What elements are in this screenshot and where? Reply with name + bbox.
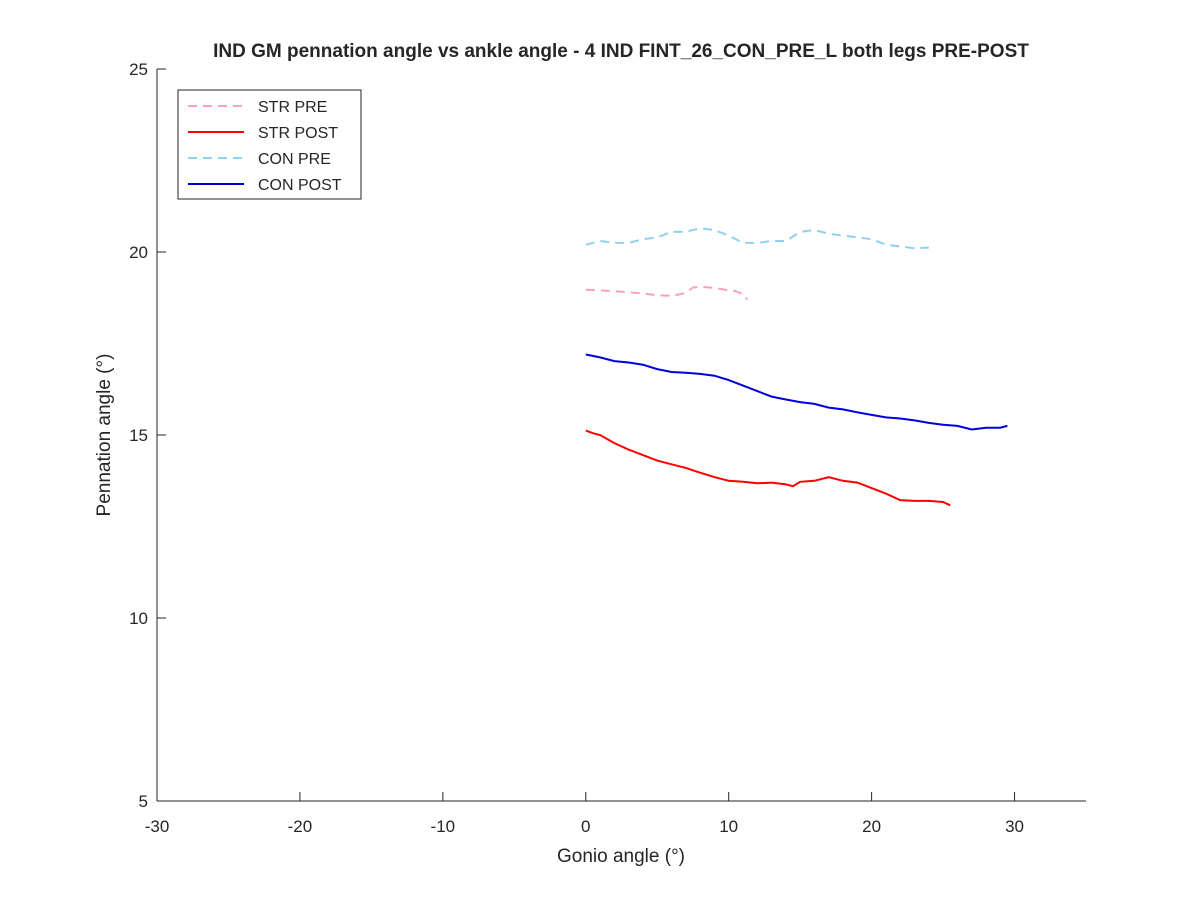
x-tick-label: 30 bbox=[1005, 817, 1024, 836]
series-line-str-pre bbox=[585, 285, 749, 301]
x-tick-label: -30 bbox=[145, 817, 170, 836]
y-tick-label: 15 bbox=[129, 426, 148, 445]
series-group bbox=[585, 227, 1008, 507]
plot-area: -30 -20 -10 0 10 20 30 5 10 15 20 25 bbox=[129, 60, 1086, 836]
legend-label: CON POST bbox=[258, 177, 342, 194]
x-axis-label: Gonio angle (°) bbox=[557, 846, 685, 867]
x-tick-label: 20 bbox=[862, 817, 881, 836]
legend: STR PRE STR POST CON PRE CON POST bbox=[177, 89, 362, 200]
x-tick-label: 10 bbox=[719, 817, 738, 836]
x-tick-label: -20 bbox=[288, 817, 313, 836]
y-axis-label: Pennation angle (°) bbox=[94, 354, 115, 517]
legend-label: CON PRE bbox=[258, 151, 331, 168]
y-tick-label: 10 bbox=[129, 609, 148, 628]
legend-box bbox=[177, 89, 362, 200]
series-line-str-post bbox=[585, 429, 951, 507]
series-line-con-post bbox=[585, 353, 1008, 431]
x-ticks: -30 -20 -10 0 10 20 30 bbox=[145, 792, 1024, 836]
legend-label: STR PRE bbox=[258, 99, 327, 116]
legend-label: STR POST bbox=[258, 125, 338, 142]
y-tick-label: 5 bbox=[139, 792, 148, 811]
y-tick-label: 20 bbox=[129, 243, 148, 262]
y-tick-label: 25 bbox=[129, 60, 148, 79]
chart-title: IND GM pennation angle vs ankle angle - … bbox=[213, 41, 1029, 62]
legend-items: STR PRE STR POST CON PRE CON POST bbox=[188, 99, 342, 194]
x-tick-label: 0 bbox=[581, 817, 590, 836]
x-tick-label: -10 bbox=[431, 817, 456, 836]
y-ticks: 5 10 15 20 25 bbox=[129, 60, 166, 811]
